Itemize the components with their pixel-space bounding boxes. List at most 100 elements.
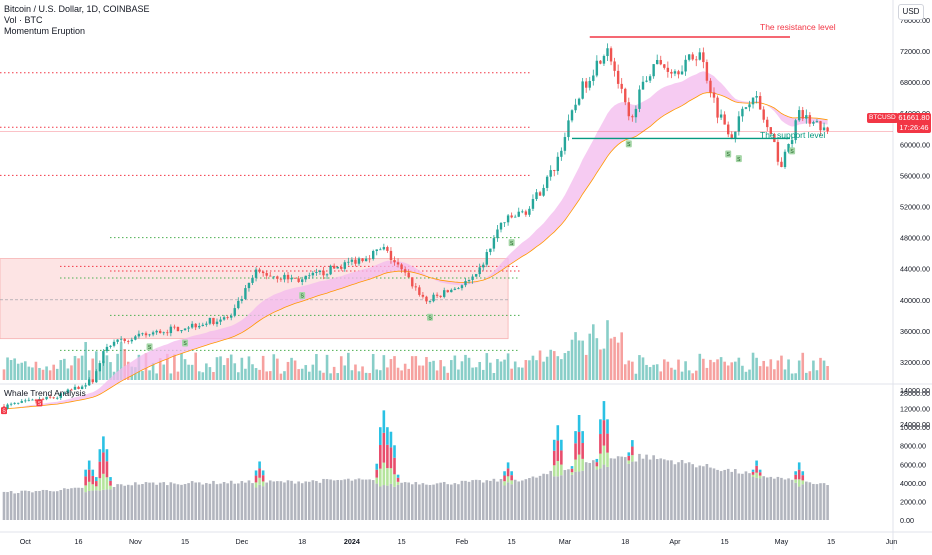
currency-button[interactable]: USD: [898, 4, 924, 20]
candle-body: [620, 83, 623, 89]
osc-bar-base: [169, 482, 173, 520]
volume-bar: [616, 342, 620, 380]
candle-body: [265, 273, 268, 276]
volume-bar: [751, 352, 755, 380]
volume-bar: [379, 370, 382, 380]
candle-body: [332, 265, 336, 269]
osc-bar-red: [87, 469, 91, 482]
candle-body: [130, 339, 133, 342]
volume-bar: [748, 369, 751, 380]
osc-bar-red: [602, 420, 606, 446]
volume-legend[interactable]: Vol · BTC: [4, 15, 43, 25]
volume-bar: [588, 333, 592, 380]
osc-bar-cyan: [258, 461, 261, 469]
volume-bar: [794, 373, 797, 380]
volume-bar: [808, 371, 812, 380]
chart-title: Bitcoin / U.S. Dollar, 1D, COINBASE: [4, 4, 150, 14]
oscillator-title[interactable]: Whale Trend Analysis: [4, 388, 86, 398]
volume-bar: [450, 360, 453, 380]
resistance-annotation[interactable]: The resistance level: [760, 22, 836, 32]
candle-body: [702, 52, 705, 63]
osc-bar-base: [588, 462, 592, 520]
volume-bar: [691, 373, 694, 380]
volume-bar: [556, 356, 560, 380]
candle-body: [222, 317, 226, 320]
osc-bar-base: [709, 467, 712, 520]
osc-bar-base: [435, 483, 439, 520]
candle-body: [343, 262, 346, 269]
osc-bar-red: [801, 475, 805, 481]
candle-body: [24, 400, 27, 402]
volume-bar: [741, 365, 744, 380]
osc-bar-base: [27, 491, 31, 520]
candle-body: [634, 108, 638, 118]
volume-bar: [577, 340, 581, 380]
signal-marker: [508, 239, 515, 247]
osc-bar-base: [418, 484, 421, 520]
osc-bar-green: [581, 458, 584, 471]
volume-bar: [109, 362, 112, 380]
candle-body: [180, 330, 183, 332]
osc-bar-base: [801, 484, 805, 520]
osc-bar-base: [489, 480, 492, 520]
volume-bar: [308, 371, 311, 380]
volume-bar: [325, 354, 329, 380]
osc-bar-base: [510, 484, 513, 520]
osc-bar-red: [258, 468, 261, 478]
indicator-legend[interactable]: Momentum Eruption: [4, 26, 86, 36]
osc-bar-cyan: [396, 474, 400, 478]
candle-body: [311, 272, 315, 276]
volume-bar: [201, 372, 205, 380]
volume-bar: [347, 352, 350, 380]
candle-body: [418, 287, 421, 295]
time-tick-label: Apr: [669, 537, 681, 546]
osc-bar-cyan: [105, 449, 109, 462]
candle-body: [698, 52, 701, 60]
osc-bar-cyan: [631, 440, 634, 447]
osc-bar-base: [822, 483, 826, 520]
volume-bar: [414, 356, 418, 380]
volume-bar: [531, 355, 535, 380]
candle-body: [453, 288, 457, 290]
volume-bar: [549, 349, 552, 380]
candle-body: [59, 393, 62, 398]
candle-body: [652, 64, 655, 77]
volume-bar: [602, 348, 606, 380]
volume-bar: [354, 364, 357, 380]
candle-body: [190, 323, 194, 328]
osc-bar-base: [13, 493, 16, 520]
volume-bar: [797, 360, 801, 380]
osc-bar-base: [602, 464, 606, 520]
volume-bar: [169, 373, 173, 380]
candle-body: [606, 48, 609, 57]
osc-bar-base: [577, 471, 581, 520]
volume-bar: [545, 356, 549, 380]
candle-body: [510, 215, 513, 218]
candle-body: [198, 325, 201, 328]
osc-bar-cyan: [379, 427, 382, 445]
osc-bar-green: [510, 480, 513, 485]
osc-bar-base: [155, 484, 158, 520]
volume-bar: [684, 361, 687, 380]
osc-bar-red: [570, 468, 574, 473]
price-tick-label: 60000.00: [900, 140, 930, 149]
osc-bar-base: [446, 484, 450, 520]
signal-marker-label: S: [38, 401, 42, 407]
candle-body: [52, 397, 55, 399]
osc-bar-base: [304, 481, 308, 520]
osc-bar-base: [808, 482, 812, 520]
support-annotation[interactable]: The support level: [760, 130, 826, 140]
osc-bar-green: [755, 472, 758, 478]
volume-bar: [350, 370, 354, 380]
osc-bar-base: [244, 482, 247, 520]
candle-body: [517, 211, 520, 217]
volume-bar: [623, 364, 627, 380]
osc-bar-red: [98, 461, 102, 479]
candle-body: [91, 379, 94, 383]
volume-bar: [439, 360, 442, 380]
osc-bar-base: [421, 483, 425, 520]
osc-bar-base: [538, 475, 542, 520]
candle-body: [609, 48, 613, 62]
candle-body: [762, 109, 765, 120]
